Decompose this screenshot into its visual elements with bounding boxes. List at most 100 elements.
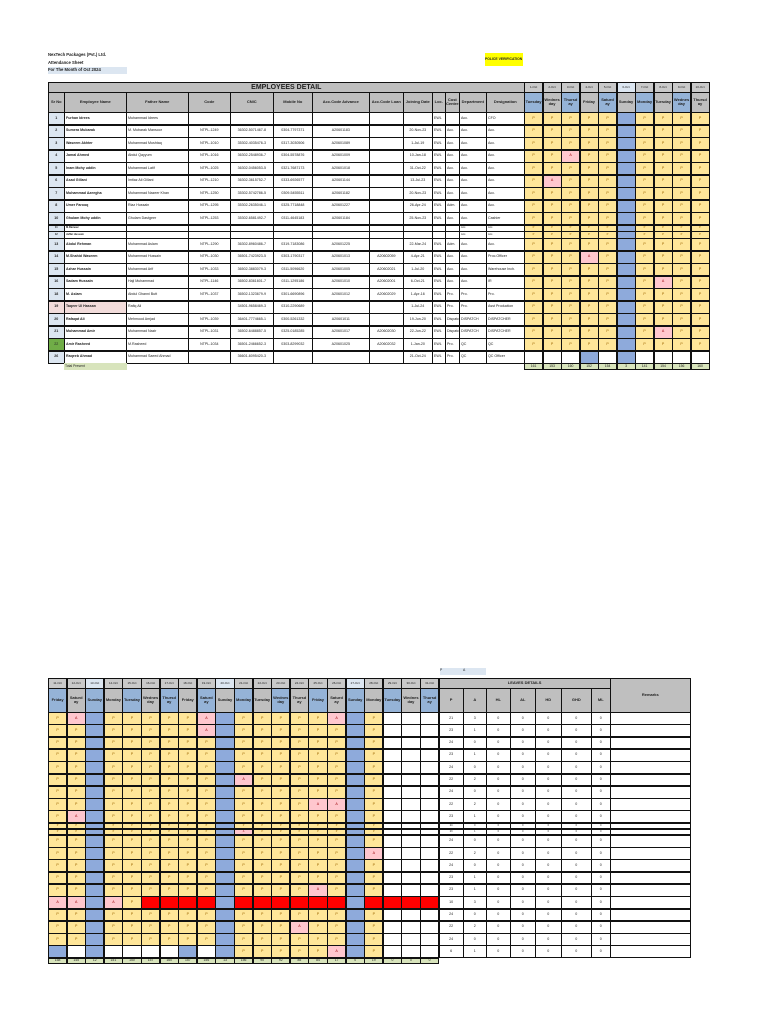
attendance-cell[interactable]: P — [524, 313, 544, 327]
attendance-cell[interactable]: P — [196, 847, 216, 860]
attendance-cell[interactable]: P — [252, 834, 272, 848]
attendance-cell[interactable] — [382, 945, 402, 959]
attendance-cell[interactable]: P — [48, 712, 68, 725]
attendance-cell[interactable]: P — [672, 174, 692, 188]
attendance-cell[interactable]: P — [103, 847, 123, 860]
attendance-cell[interactable]: P — [364, 748, 384, 762]
attendance-cell[interactable] — [420, 712, 440, 725]
attendance-cell[interactable]: P — [690, 187, 710, 201]
attendance-cell[interactable]: P — [66, 736, 86, 750]
attendance-cell[interactable]: P — [66, 834, 86, 848]
attendance-cell[interactable]: P — [598, 263, 618, 277]
attendance-cell[interactable]: P — [122, 748, 142, 762]
attendance-cell[interactable] — [420, 896, 440, 910]
attendance-cell[interactable]: P — [364, 761, 384, 775]
attendance-cell[interactable]: P — [635, 187, 655, 201]
attendance-cell[interactable] — [401, 871, 421, 885]
attendance-cell[interactable]: P — [103, 712, 123, 725]
attendance-cell[interactable]: P — [141, 933, 161, 946]
attendance-cell[interactable] — [345, 847, 365, 860]
attendance-cell[interactable]: P — [141, 724, 161, 738]
attendance-cell[interactable]: P — [524, 338, 544, 352]
attendance-cell[interactable]: A — [653, 275, 673, 289]
attendance-cell[interactable]: P — [327, 773, 347, 787]
attendance-cell[interactable]: P — [103, 871, 123, 885]
attendance-cell[interactable]: P — [672, 288, 692, 302]
attendance-cell[interactable]: P — [122, 773, 142, 787]
attendance-cell[interactable] — [382, 712, 402, 725]
attendance-cell[interactable] — [616, 263, 636, 277]
attendance-cell[interactable] — [215, 785, 235, 799]
attendance-cell[interactable]: P — [48, 798, 68, 811]
attendance-cell[interactable]: P — [122, 785, 142, 799]
attendance-cell[interactable]: P — [178, 908, 198, 922]
attendance-cell[interactable]: P — [672, 238, 692, 252]
attendance-cell[interactable] — [271, 896, 291, 910]
attendance-cell[interactable]: P — [690, 238, 710, 252]
attendance-cell[interactable]: P — [653, 137, 673, 151]
attendance-cell[interactable] — [616, 313, 636, 327]
attendance-cell[interactable]: P — [327, 736, 347, 750]
attendance-cell[interactable]: P — [524, 112, 544, 126]
attendance-cell[interactable]: P — [598, 124, 618, 138]
column-header-desig[interactable]: Designation — [486, 92, 525, 113]
attendance-cell[interactable]: A — [66, 712, 86, 725]
attendance-cell[interactable] — [420, 945, 440, 959]
attendance-cell[interactable]: P — [103, 761, 123, 775]
attendance-cell[interactable]: P — [635, 212, 655, 226]
attendance-cell[interactable] — [122, 945, 142, 959]
attendance-cell[interactable]: P — [159, 761, 179, 775]
attendance-cell[interactable]: P — [178, 810, 198, 824]
attendance-cell[interactable]: P — [524, 137, 544, 151]
attendance-cell[interactable]: P — [327, 871, 347, 885]
attendance-cell[interactable]: P — [635, 124, 655, 138]
attendance-cell[interactable]: P — [141, 859, 161, 873]
remarks-cell[interactable] — [610, 945, 691, 959]
attendance-cell[interactable]: P — [196, 748, 216, 762]
attendance-cell[interactable] — [85, 761, 105, 775]
attendance-cell[interactable]: P — [635, 149, 655, 163]
attendance-cell[interactable] — [382, 724, 402, 738]
attendance-cell[interactable] — [690, 350, 710, 364]
attendance-cell[interactable] — [215, 761, 235, 775]
attendance-cell[interactable]: P — [271, 724, 291, 738]
attendance-cell[interactable] — [345, 761, 365, 775]
attendance-cell[interactable]: P — [159, 859, 179, 873]
attendance-cell[interactable]: P — [66, 798, 86, 811]
attendance-cell[interactable]: P — [234, 761, 254, 775]
attendance-cell[interactable] — [420, 920, 440, 934]
attendance-cell[interactable]: P — [252, 761, 272, 775]
attendance-cell[interactable]: P — [308, 761, 328, 775]
column-header-name[interactable]: Employee Name — [64, 92, 127, 113]
attendance-cell[interactable]: P — [327, 933, 347, 946]
attendance-cell[interactable]: P — [103, 748, 123, 762]
attendance-cell[interactable]: P — [653, 338, 673, 352]
attendance-cell[interactable]: P — [159, 798, 179, 811]
attendance-cell[interactable]: P — [672, 313, 692, 327]
attendance-cell[interactable]: P — [252, 945, 272, 959]
attendance-cell[interactable]: P — [598, 199, 618, 213]
remarks-cell[interactable] — [610, 908, 691, 922]
attendance-cell[interactable]: P — [524, 275, 544, 289]
remarks-cell[interactable] — [610, 773, 691, 787]
attendance-cell[interactable]: P — [252, 773, 272, 787]
attendance-cell[interactable] — [345, 785, 365, 799]
attendance-cell[interactable]: P — [122, 724, 142, 738]
attendance-cell[interactable]: P — [561, 199, 581, 213]
attendance-cell[interactable]: P — [542, 300, 562, 314]
attendance-cell[interactable]: P — [690, 112, 710, 126]
attendance-cell[interactable]: P — [579, 300, 599, 314]
attendance-cell[interactable]: P — [308, 933, 328, 946]
attendance-cell[interactable] — [178, 945, 198, 959]
attendance-cell[interactable] — [420, 798, 440, 811]
attendance-cell[interactable]: P — [48, 736, 68, 750]
attendance-cell[interactable] — [561, 350, 581, 364]
attendance-cell[interactable]: P — [196, 761, 216, 775]
attendance-cell[interactable]: P — [252, 908, 272, 922]
attendance-cell[interactable]: P — [364, 945, 384, 959]
attendance-cell[interactable]: P — [690, 338, 710, 352]
attendance-cell[interactable] — [196, 945, 216, 959]
column-header-code[interactable]: Code — [188, 92, 231, 113]
attendance-cell[interactable]: P — [653, 313, 673, 327]
attendance-cell[interactable] — [382, 748, 402, 762]
